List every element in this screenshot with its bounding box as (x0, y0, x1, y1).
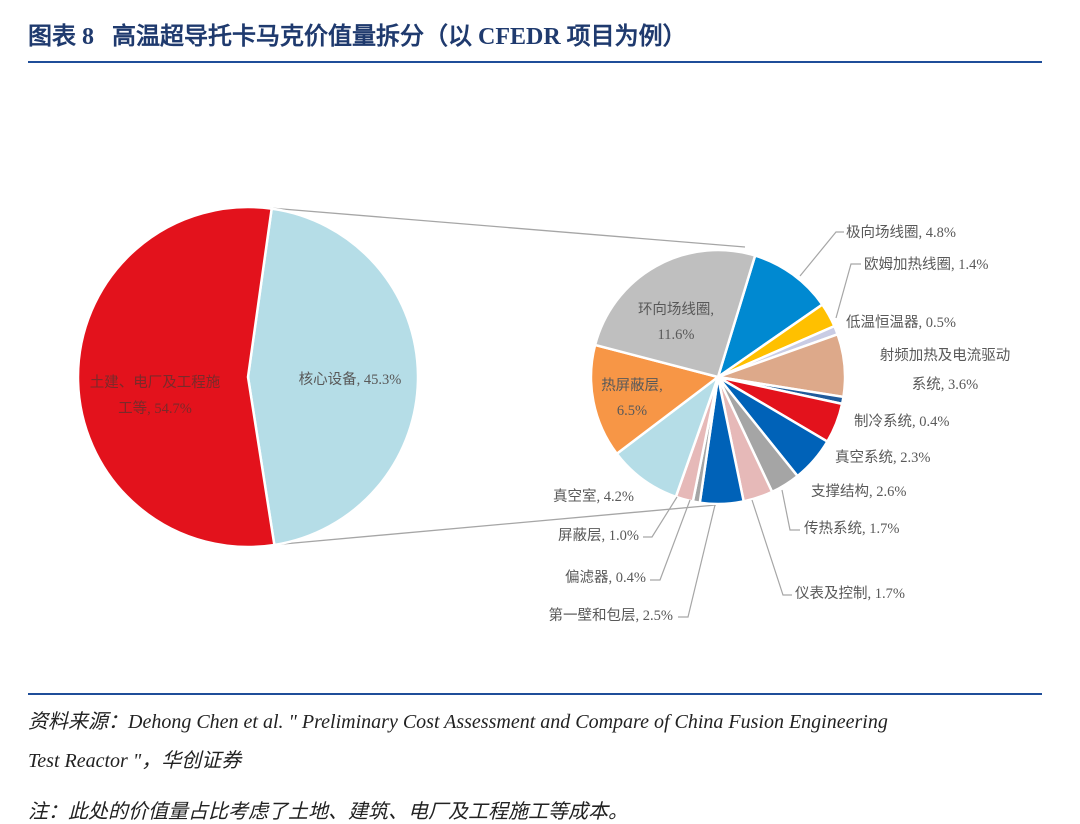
secondary-pie-label: 偏滤器, 0.4% (565, 569, 646, 586)
note: 注：此处的价值量占比考虑了土地、建筑、电厂及工程施工等成本。 (28, 801, 628, 823)
main-pie-label: 工等, 54.7% (118, 399, 192, 417)
connector-line-bottom (271, 504, 717, 546)
secondary-pie-label: 11.6% (658, 327, 695, 343)
secondary-pie-label: 6.5% (617, 403, 647, 419)
main-pie-slice (76, 205, 276, 549)
leader-line (643, 496, 678, 538)
main-pie-label: 土建、电厂及工程施 (90, 374, 221, 391)
main-pie-label: 核心设备, 45.3% (299, 371, 402, 388)
pie-of-pie-chart: 极向场线圈, 4.8% 欧姆加热线圈, 1.4% 低温恒温器, 0.5% 射频加热及电… (76, 205, 1011, 624)
title-divider (28, 61, 1042, 63)
footer-divider (28, 693, 1042, 695)
connector-line-top (269, 207, 746, 248)
leader-line (799, 231, 844, 277)
secondary-pie-label: 支撑结构, 2.6% (811, 483, 906, 500)
secondary-pie-slice (715, 253, 825, 381)
secondary-pie-label: 第一壁和包层, 2.5% (549, 606, 673, 624)
secondary-pie-slice (593, 248, 757, 379)
leader-line (678, 504, 716, 618)
secondary-pie-label: 仪表及控制, 1.7% (795, 585, 905, 602)
source-line-1: 资料来源：Dehong Chen et al. " Preliminary Co… (28, 711, 888, 733)
secondary-pie-label: 射频加热及电流驱动 (880, 347, 1011, 364)
secondary-pie-label: 极向场线圈, 4.8% (846, 224, 956, 241)
main-pie-slice (246, 207, 420, 547)
secondary-pie-label: 系统, 3.6% (912, 376, 978, 393)
source-line-2: Test Reactor "，华创证券 (28, 750, 242, 772)
leader-line (650, 499, 691, 581)
secondary-pie-label: 传热系统, 1.7% (804, 520, 899, 537)
figure-title: 图表 8 高温超导托卡马克价值量拆分（以 CFEDR 项目为例） (28, 24, 687, 50)
secondary-pie-label: 真空室, 4.2% (553, 487, 634, 505)
leader-line (835, 263, 861, 319)
secondary-pie-label: 低温恒温器, 0.5% (846, 314, 956, 331)
leader-line (751, 499, 792, 596)
leader-line (781, 489, 800, 531)
secondary-pie-label: 热屏蔽层, (601, 377, 663, 394)
secondary-pie-label: 屏蔽层, 1.0% (558, 527, 639, 544)
secondary-pie-label: 制冷系统, 0.4% (854, 413, 949, 430)
secondary-pie-label: 欧姆加热线圈, 1.4% (864, 256, 988, 273)
secondary-pie-slice (589, 343, 721, 456)
secondary-pie-label: 真空系统, 2.3% (835, 448, 930, 466)
secondary-pie-label: 环向场线圈, (638, 301, 714, 318)
